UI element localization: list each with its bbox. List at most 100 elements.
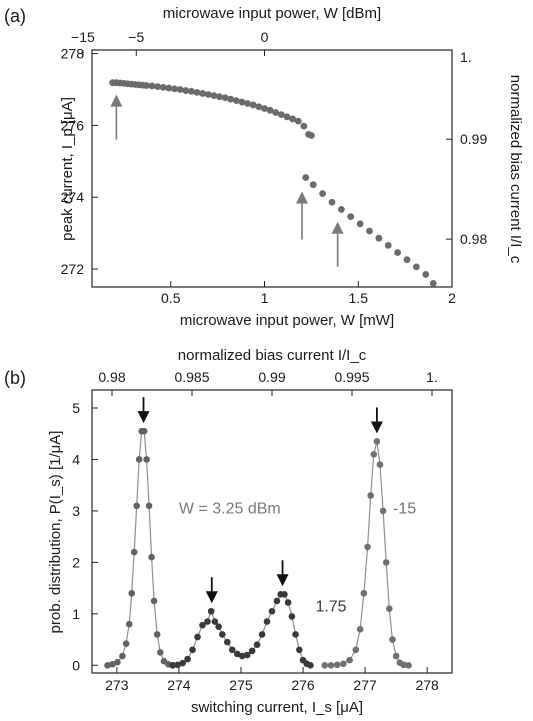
panel-a-point (171, 85, 178, 93)
panel-b-point (204, 618, 211, 625)
panel-b-point (169, 661, 176, 669)
panel-a-x-axis-label: microwave input power, W [mW] (180, 312, 394, 329)
panel-b-arrow-head (205, 591, 218, 604)
panel-a-top-tick-label: 0 (261, 29, 269, 45)
panel-a-arrow-head (296, 191, 308, 204)
panel-b-y-tick-label: 1 (72, 606, 80, 622)
panel-a-top-tick-label: −5 (128, 29, 144, 45)
panel-b-point (389, 636, 396, 643)
panel-b-arrow-head (370, 421, 383, 434)
panel-b-point (238, 652, 246, 660)
panel-b: (b) normalized bias current I/I_c switch… (4, 347, 453, 716)
panel-b-point (281, 590, 288, 598)
panel-b-point (376, 461, 384, 468)
panel-a-point (337, 206, 345, 213)
panel-a-point (328, 198, 336, 206)
panel-b-x-tick-label: 273 (105, 677, 129, 693)
panel-b-point (148, 553, 155, 561)
panel-b-point (307, 661, 314, 669)
panel-b-point (386, 605, 393, 612)
panel-a-point (307, 132, 315, 139)
panel-b-point (392, 652, 400, 660)
panel-b-axes: 273 274 275 276 277 278 0 1 2 3 4 5 0.98 0.985 0.99 0.9… (72, 369, 439, 693)
panel-b-y-tick-label: 3 (72, 503, 80, 519)
panel-b-point (153, 631, 161, 638)
panel-b-x-tick-label: 277 (353, 677, 377, 693)
panel-a-point (216, 93, 223, 101)
panel-b-point (199, 621, 206, 629)
panel-b-point (194, 633, 201, 641)
panel-a-point (319, 190, 327, 198)
panel-a-point (366, 227, 373, 235)
panel-b-x-tick-label: 276 (291, 677, 315, 693)
panel-b-point (405, 661, 412, 669)
panel-a-point (272, 109, 280, 116)
panel-b-top-tick-label: 0.985 (174, 369, 209, 385)
panel-a-point (244, 100, 252, 107)
panel-b-point (367, 492, 374, 499)
panel-b-point (145, 502, 153, 510)
panel-b-points (104, 427, 412, 669)
panel-a-point (232, 97, 240, 105)
panel-a-point (148, 82, 156, 90)
panel-b-point (273, 597, 281, 605)
panel-b-x-tick-label: 275 (229, 677, 253, 693)
panel-a-point (347, 213, 355, 221)
panel-b-y-tick-label: 4 (72, 451, 80, 467)
panel-a-point (356, 220, 364, 228)
panel-b-annotation: -15 (393, 500, 416, 517)
panel-a-point (394, 249, 402, 256)
panel-b-point (248, 647, 256, 655)
panel-b-point (352, 646, 360, 654)
panel-b-point (288, 613, 296, 620)
panel-b-point (333, 661, 341, 669)
panel-a-y-tick-label: 274 (61, 189, 85, 205)
panel-b-x-axis-label: switching current, I_s [μA] (191, 699, 363, 716)
panel-a-point (261, 105, 268, 112)
panel-b-lines (107, 430, 409, 666)
panel-b-point (379, 507, 387, 515)
panel-b-x-tick-label: 278 (415, 677, 439, 693)
panel-b-point (133, 502, 140, 510)
panel-b-point (382, 559, 390, 566)
panel-b-point (356, 625, 364, 633)
panel-b-point (114, 658, 121, 666)
panel-a-x-tick-label: 2 (448, 290, 456, 306)
panel-a-point (302, 174, 310, 181)
panel-b-top-tick-label: 1. (426, 369, 438, 385)
panel-b-point (156, 649, 164, 656)
panel-b-y-tick-label: 0 (72, 657, 80, 673)
panel-a-x-tick-label: 1.5 (349, 290, 369, 306)
panel-a-point (300, 122, 308, 130)
panel-b-arrows (137, 397, 383, 604)
panel-b-point (253, 641, 261, 648)
panel-a-point (249, 101, 257, 109)
panel-b-point (228, 646, 236, 654)
panel-b-top-axis-label: normalized bias current I/I_c (178, 347, 367, 364)
panel-a-point (255, 103, 263, 111)
panel-b-top-tick-label: 0.995 (334, 369, 369, 385)
panel-a-point (199, 90, 207, 97)
panel-a-label: (a) (4, 6, 26, 26)
panel-b-x-tick-label: 274 (167, 677, 191, 693)
panel-a-point (283, 113, 291, 121)
panel-a-point (429, 280, 437, 287)
panel-a-point (422, 271, 430, 278)
panel-b-point (122, 640, 130, 647)
panel-a-y-tick-label: 278 (61, 46, 85, 62)
panel-a-point (176, 86, 184, 93)
panel-a: (a) microwave input power, W [dBm] micro… (4, 5, 524, 329)
panel-a-point (182, 87, 190, 94)
panel-a-top-tick-label: −15 (71, 29, 95, 45)
panel-a-arrows (110, 94, 344, 267)
panel-a-top-axis-label: microwave input power, W [dBm] (163, 5, 381, 22)
panel-b-point (373, 438, 381, 445)
panel-a-right-tick-label: 0.99 (460, 131, 487, 147)
panel-a-x-tick-label: 0.5 (161, 290, 181, 306)
panel-a-arrow-head (110, 94, 123, 107)
panel-a-point (154, 83, 162, 91)
panel-b-point (109, 660, 116, 668)
panel-b-point (215, 623, 222, 630)
